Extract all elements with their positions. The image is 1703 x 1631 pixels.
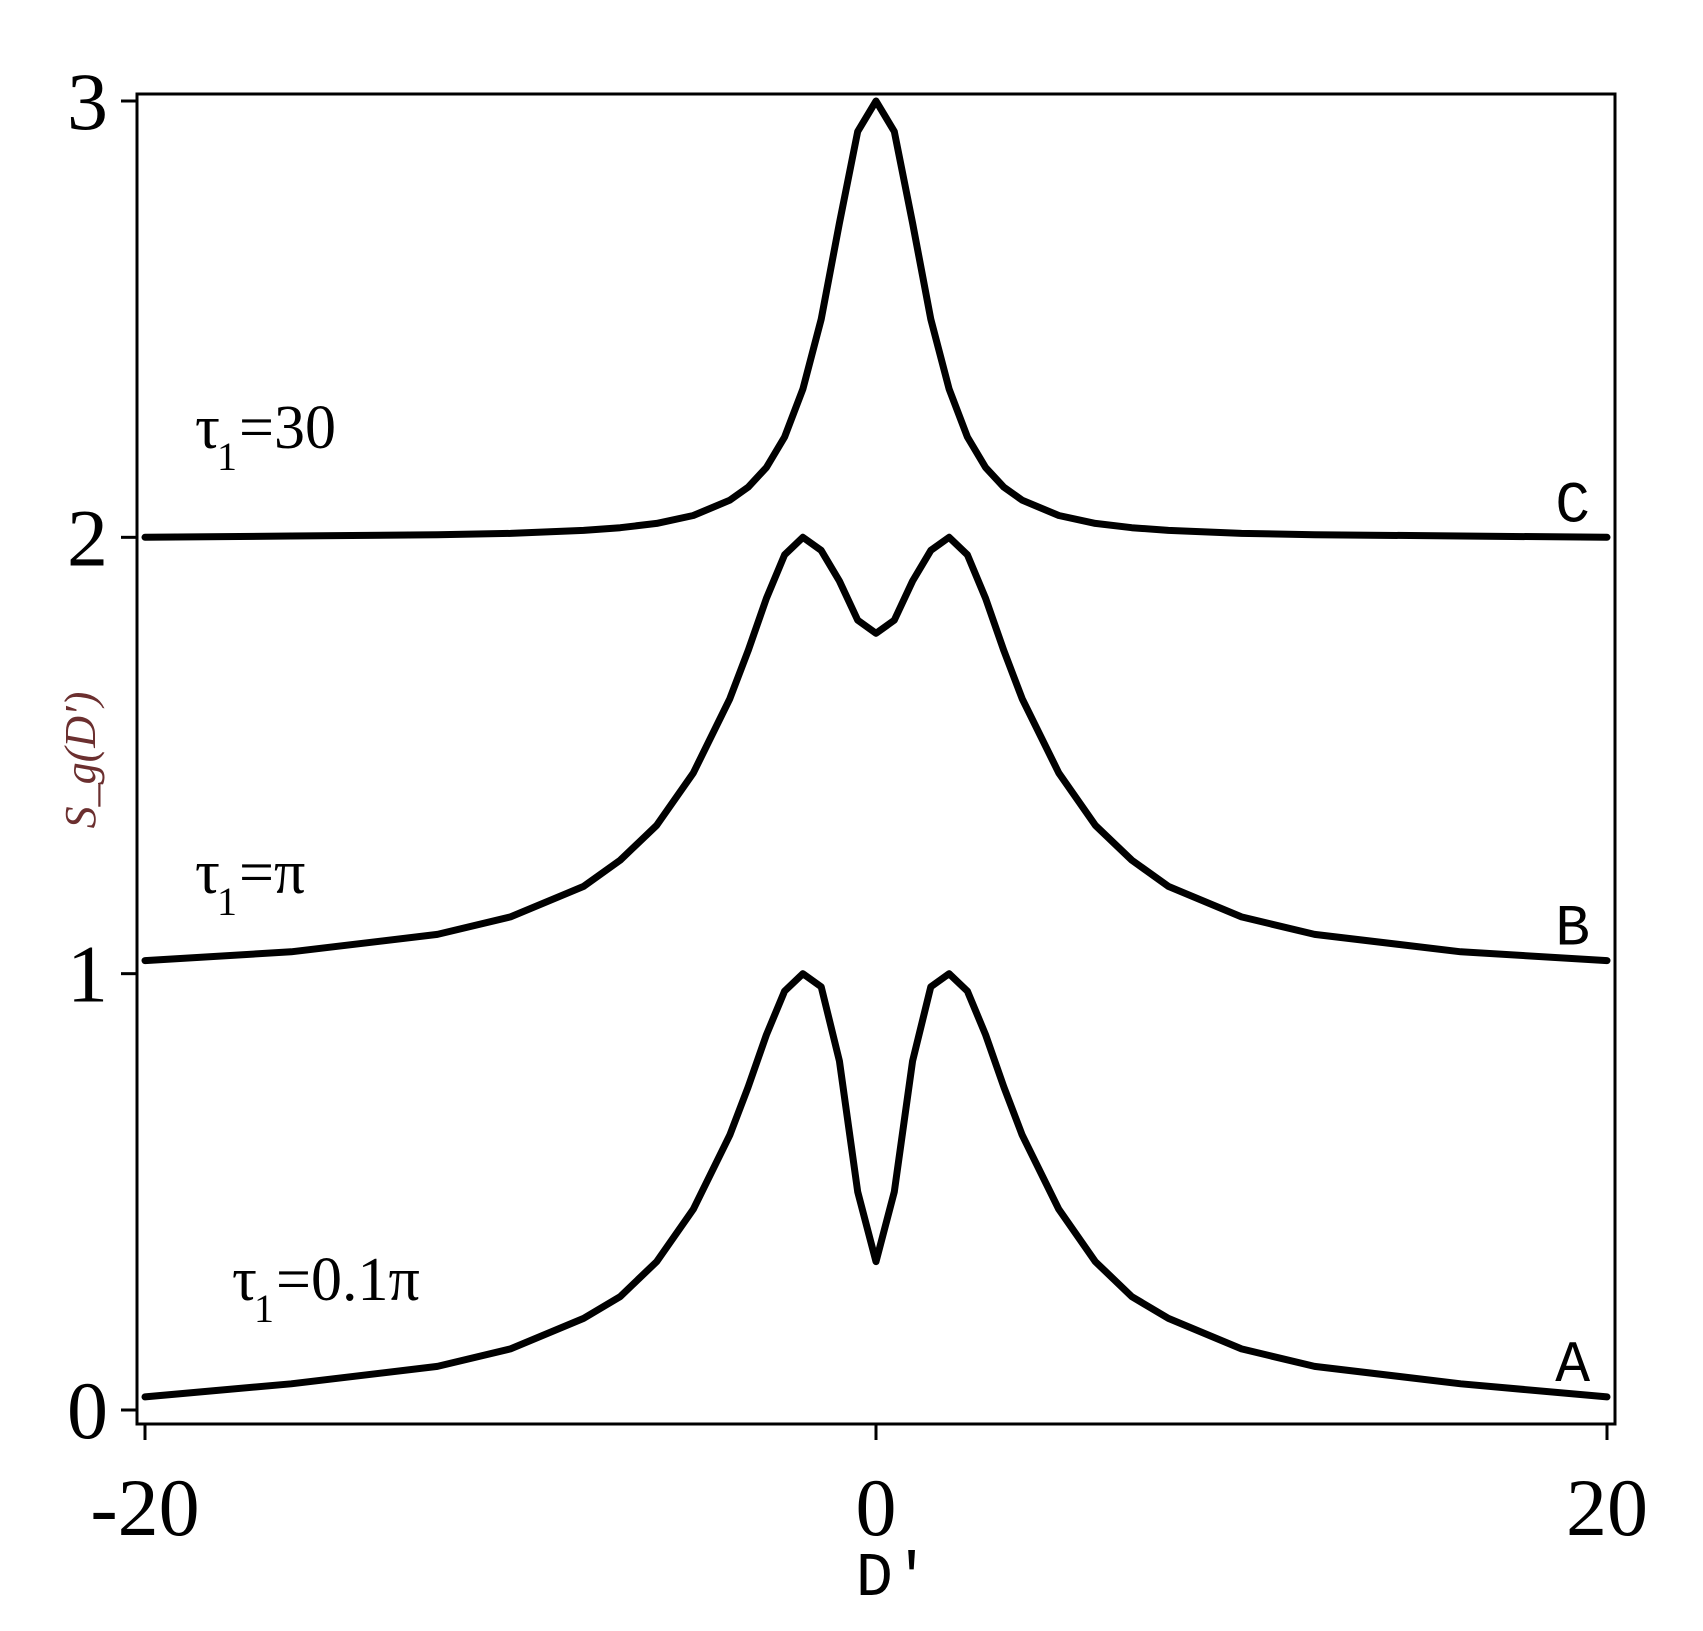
- parameter-value: =0.1π: [276, 1246, 420, 1314]
- parameter-symbol: τ: [232, 1246, 257, 1314]
- y-tick-label: 0: [67, 1365, 108, 1456]
- plot-frame: [135, 92, 1617, 1426]
- x-tick-label: -20: [90, 1462, 199, 1553]
- series-parameter-label: τ1 =0.1π: [232, 1246, 420, 1331]
- series-curves: [141, 97, 1611, 1401]
- parameter-value: =π: [239, 839, 305, 907]
- y-tick-label: 1: [67, 929, 108, 1020]
- series-parameter-label: τ1 =30: [195, 394, 336, 479]
- series-line-a: [141, 970, 1611, 1401]
- series-name-label: B: [1555, 898, 1590, 963]
- parameter-symbol: τ: [195, 839, 220, 907]
- x-tick-label: 0: [856, 1462, 897, 1553]
- x-tick-label: 20: [1566, 1462, 1648, 1553]
- y-axis-label: S_g(D′): [56, 692, 105, 829]
- x-axis-label: D′: [856, 1543, 930, 1614]
- parameter-symbol: τ: [195, 394, 220, 462]
- y-tick-label: 3: [67, 56, 108, 147]
- parameter-subscript: 1: [217, 879, 237, 924]
- series-line-c: [141, 97, 1611, 541]
- series-name-label: A: [1555, 1334, 1590, 1399]
- parameter-value: =30: [239, 394, 336, 462]
- y-tick-label: 2: [67, 492, 108, 583]
- parameter-subscript: 1: [217, 434, 237, 479]
- series-name-label: C: [1555, 474, 1590, 539]
- series-parameter-label: τ1 =π: [195, 839, 305, 924]
- series-line-b: [141, 533, 1611, 965]
- parameter-subscript: 1: [254, 1286, 274, 1331]
